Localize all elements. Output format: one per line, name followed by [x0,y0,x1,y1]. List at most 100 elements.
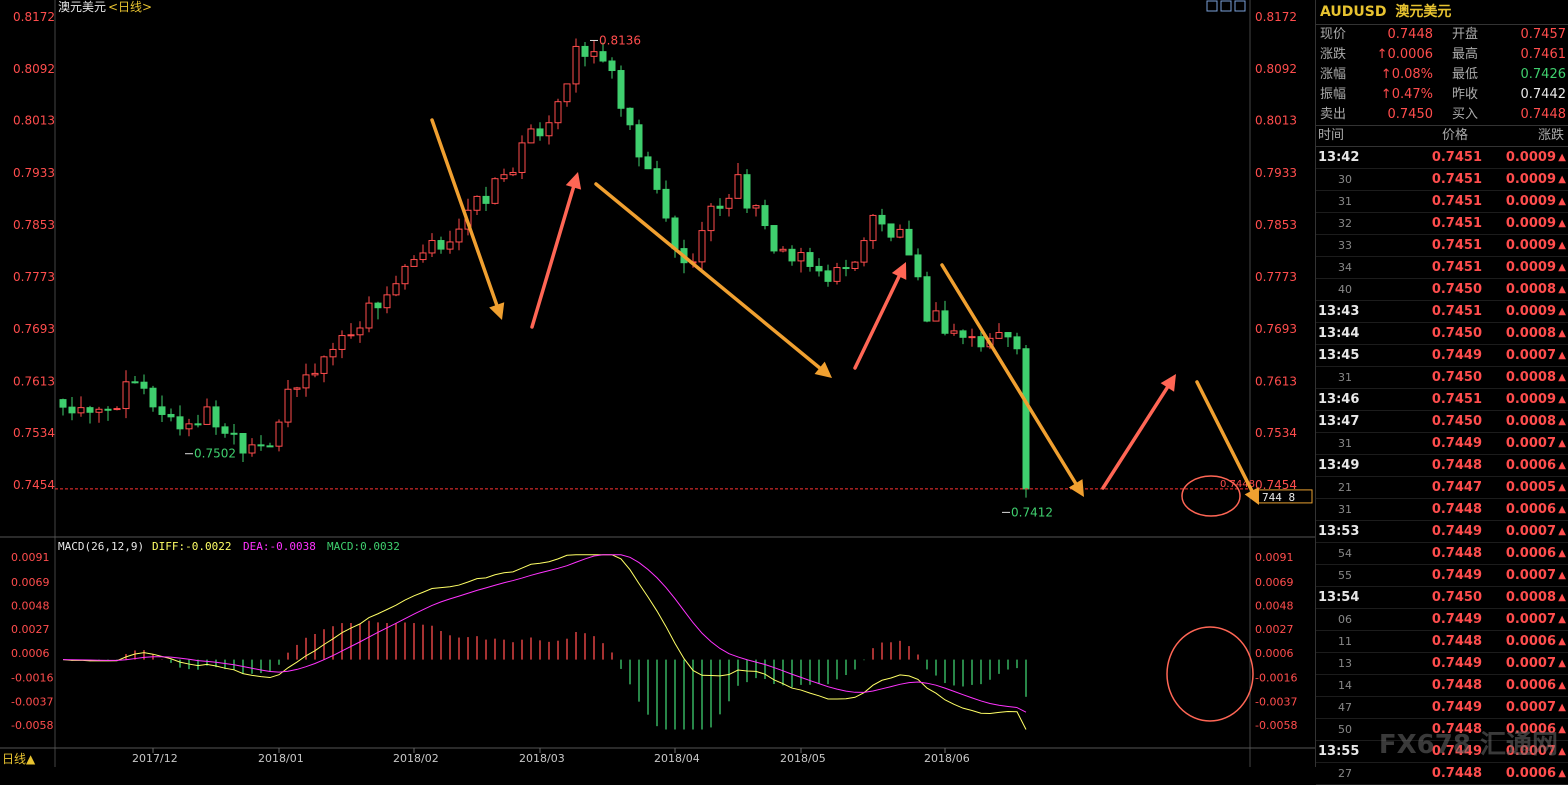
tick-change: 0.0009 [1505,216,1556,231]
toolbar-icons[interactable] [1206,0,1246,12]
tick-row[interactable]: 31 0.7450 0.0008 ▲ [1316,367,1568,389]
candle-body [266,445,274,448]
quote-value: 0.7448 [1387,27,1434,42]
tick-row[interactable]: 13:43 0.7451 0.0009 ▲ [1316,301,1568,323]
tick-row[interactable]: 21 0.7447 0.0005 ▲ [1316,477,1568,499]
candle-body [725,197,733,209]
tick-row[interactable]: 13:54 0.7450 0.0008 ▲ [1316,587,1568,609]
tick-row[interactable]: 13:46 0.7451 0.0009 ▲ [1316,389,1568,411]
candle-body [941,310,949,334]
candle-body [806,252,814,267]
up-arrow-icon: ▲ [1558,614,1566,625]
tick-change: 0.0007 [1505,612,1556,627]
tick-price: 0.7448 [1431,766,1482,781]
toolbar-icon-3[interactable] [1234,0,1246,12]
up-arrow-icon: ▲ [1558,240,1566,251]
tick-row[interactable]: 33 0.7451 0.0009 ▲ [1316,235,1568,257]
candle-body [698,230,706,263]
tick-row[interactable]: 54 0.7448 0.0006 ▲ [1316,543,1568,565]
candle-body [221,426,229,434]
tick-row[interactable]: 27 0.7448 0.0006 ▲ [1316,763,1568,785]
candle-body [302,374,310,389]
up-arrow-icon: ▲ [1558,746,1566,757]
candle-body [158,406,166,415]
tick-row[interactable]: 40 0.7450 0.0008 ▲ [1316,279,1568,301]
quote-row: 卖出 0.7450 买入 0.7448 [1316,105,1568,125]
tick-row[interactable]: 13:45 0.7449 0.0007 ▲ [1316,345,1568,367]
candle-body [905,228,913,256]
candle-body [311,372,319,376]
candle-body [995,332,1003,339]
tick-row[interactable]: 55 0.7449 0.0007 ▲ [1316,565,1568,587]
tick-row[interactable]: 47 0.7449 0.0007 ▲ [1316,697,1568,719]
candle-body [383,294,391,309]
symbol-code: AUDUSD [1320,4,1387,20]
tick-row[interactable]: 31 0.7448 0.0006 ▲ [1316,499,1568,521]
tick-row[interactable]: 14 0.7448 0.0006 ▲ [1316,675,1568,697]
tick-row[interactable]: 11 0.7448 0.0006 ▲ [1316,631,1568,653]
candle-body [860,240,868,263]
tick-change: 0.0007 [1505,524,1556,539]
toolbar-icon-2[interactable] [1220,0,1232,12]
candle-body [833,267,841,282]
tick-time: 33 [1338,239,1352,252]
tick-change: 0.0007 [1505,700,1556,715]
tick-time: 13:55 [1318,744,1360,759]
macd-tick-right: 0.0027 [1255,623,1294,636]
tick-change: 0.0007 [1505,656,1556,671]
date-tick-label: 2018/01 [258,752,304,765]
candle-body [752,205,760,209]
up-arrow-icon: ▲ [1558,460,1566,471]
tick-price: 0.7449 [1431,436,1482,451]
tick-row[interactable]: 13:44 0.7450 0.0008 ▲ [1316,323,1568,345]
tick-time: 40 [1338,283,1352,296]
candle-body [599,51,607,62]
tick-change: 0.0008 [1505,590,1556,605]
tick-price: 0.7447 [1431,480,1482,495]
tick-row[interactable]: 13:47 0.7450 0.0008 ▲ [1316,411,1568,433]
tick-time: 14 [1338,679,1352,692]
tick-row[interactable]: 32 0.7451 0.0009 ▲ [1316,213,1568,235]
up-arrow-icon: ▲ [1558,482,1566,493]
candle-body [365,302,373,329]
price-tick-left: 0.7933 [13,166,55,180]
quote-label: 最低 [1452,67,1479,82]
price-tick-left: 0.8092 [13,62,55,76]
tick-row[interactable]: 13:42 0.7451 0.0009 ▲ [1316,147,1568,169]
quote-value: 0.7448 [1520,107,1567,122]
price-chart[interactable]: 澳元美元 <日线> 0.8172 0.8172 0.8092 0.8092 0.8013… [0,0,1315,767]
tick-row[interactable]: 30 0.7451 0.0009 ▲ [1316,169,1568,191]
tick-table[interactable]: 13:42 0.7451 0.0009 ▲ 30 0.7451 0.0009 ▲ 3… [1316,147,1568,785]
up-arrow-icon: ▲ [1558,394,1566,405]
candle-body [338,335,346,350]
tick-row[interactable]: 34 0.7451 0.0009 ▲ [1316,257,1568,279]
macd-tick-right: -0.0037 [1255,695,1297,708]
tick-row[interactable]: 31 0.7451 0.0009 ▲ [1316,191,1568,213]
tick-time: 34 [1338,261,1352,274]
tick-row[interactable]: 50 0.7448 0.0006 ▲ [1316,719,1568,741]
quote-label: 涨跌 [1320,47,1347,62]
period-toggle[interactable]: 日线▲ [2,752,36,766]
candle-body [968,336,976,339]
tick-change: 0.0006 [1505,722,1556,737]
candle-body [428,240,436,254]
toolbar-icon-1[interactable] [1206,0,1218,12]
header-time: 时间 [1318,128,1345,143]
tick-row[interactable]: 13:55 0.7449 0.0007 ▲ [1316,741,1568,763]
tick-time: 27 [1338,767,1352,780]
quote-value: 0.7457 [1520,27,1567,42]
tick-row[interactable]: 13:49 0.7448 0.0006 ▲ [1316,455,1568,477]
tick-change: 0.0009 [1505,194,1556,209]
quote-value: 0.7426 [1520,67,1567,82]
tick-row[interactable]: 13:53 0.7449 0.0007 ▲ [1316,521,1568,543]
up-arrow-icon: ▲ [1558,328,1566,339]
last-price-label: 0.7448 [1220,479,1255,490]
tick-row[interactable]: 06 0.7449 0.0007 ▲ [1316,609,1568,631]
quote-label: 开盘 [1452,27,1479,42]
tick-change: 0.0008 [1505,370,1556,385]
price-tick-right: 0.7933 [1255,166,1297,180]
tick-row[interactable]: 31 0.7449 0.0007 ▲ [1316,433,1568,455]
candle-body [743,174,751,209]
candle-body [239,433,247,454]
tick-row[interactable]: 13 0.7449 0.0007 ▲ [1316,653,1568,675]
